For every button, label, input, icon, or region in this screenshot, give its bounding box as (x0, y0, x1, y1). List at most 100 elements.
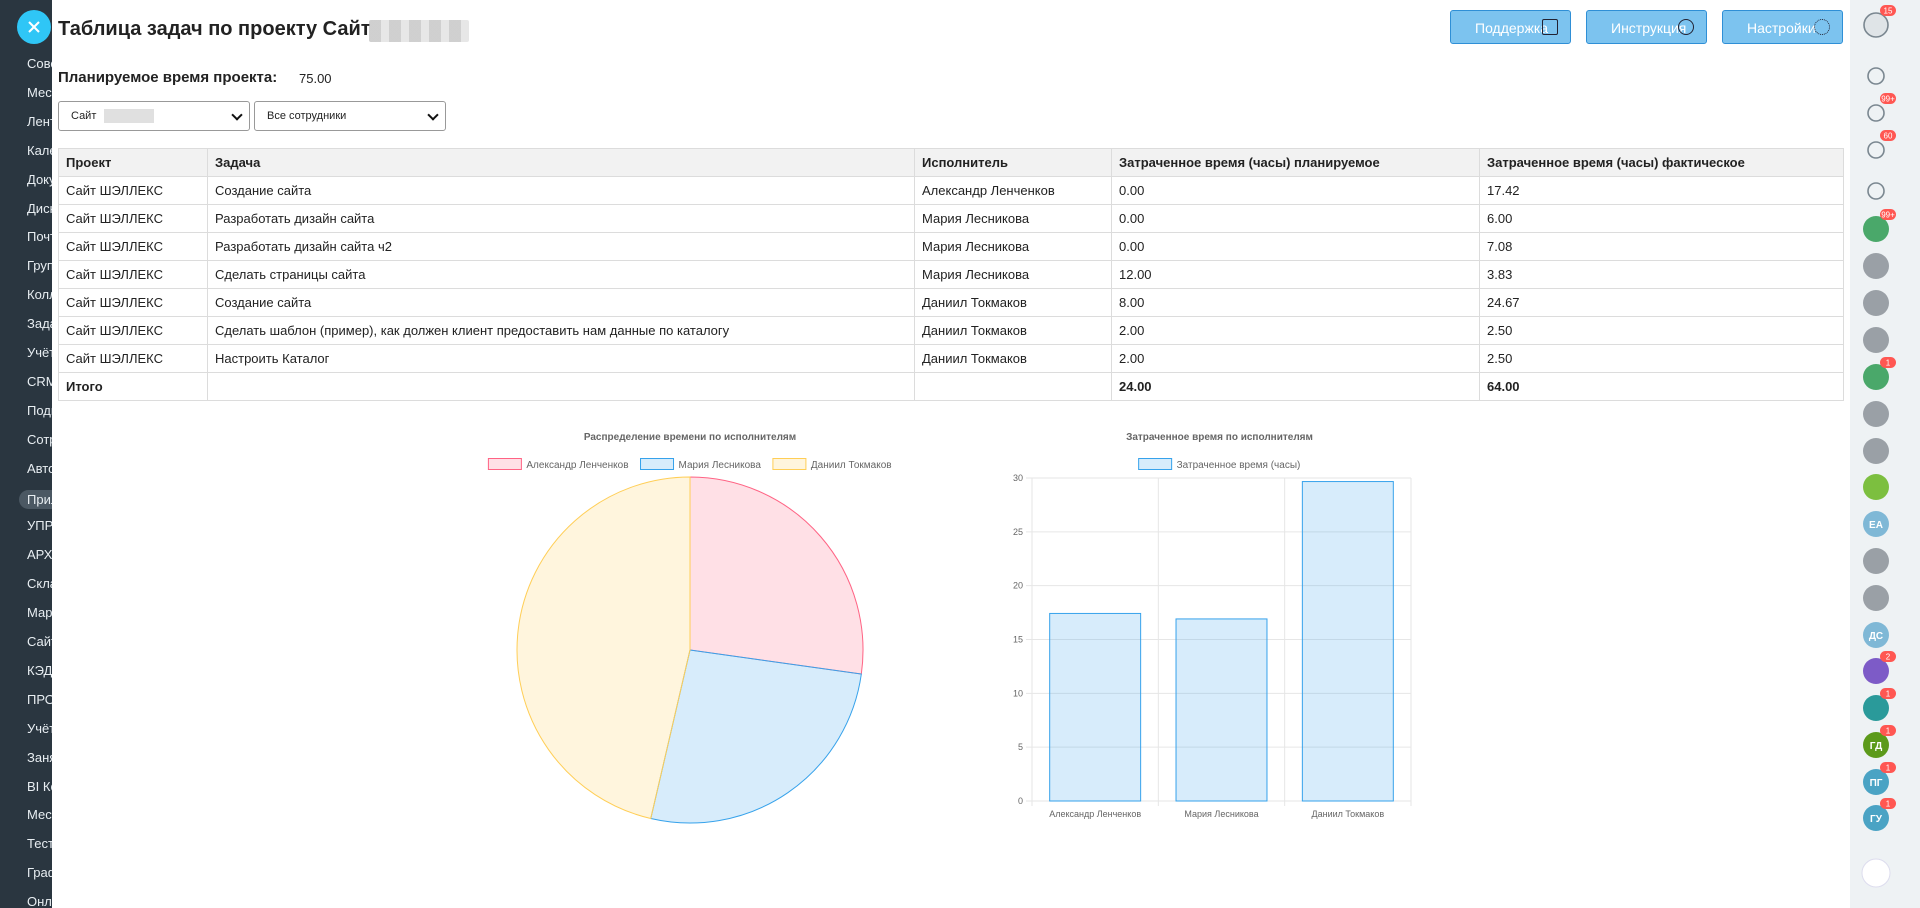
table-cell: Создание сайта (207, 288, 915, 317)
table-cell: Сайт ШЭЛЛЕКС (58, 288, 208, 317)
table-cell: 2.00 (1111, 344, 1480, 373)
avatar (1863, 327, 1889, 353)
instruction-button[interactable]: Инструкция (1586, 10, 1707, 44)
table-cell: Даниил Токмаков (914, 344, 1112, 373)
nav-item: Мар (27, 605, 52, 621)
settings-button[interactable]: Настройки (1722, 10, 1843, 44)
y-tick-label: 25 (1013, 527, 1023, 537)
button-label: Инструкция (1611, 20, 1687, 36)
nav-item: Лент (27, 113, 52, 129)
contact-initials: EA (1869, 520, 1883, 531)
y-tick-label: 10 (1013, 688, 1023, 698)
legend-label: Затраченное время (часы) (1177, 460, 1301, 471)
badge-text: 2 (1886, 653, 1891, 662)
total-row: Итого 24.00 64.00 (58, 372, 1844, 401)
badge-text: 1 (1886, 764, 1891, 773)
legend-swatch (640, 458, 675, 470)
menu-button (1861, 858, 1891, 888)
contact-avatar (1863, 511, 1889, 537)
select-text: Сайт (71, 110, 97, 122)
table-cell: 24.00 (1111, 372, 1480, 401)
legend-swatch (772, 458, 807, 470)
avatar (1863, 401, 1889, 427)
table-row: Сайт ШЭЛЛЕКС Сделать шаблон (пример), как… (58, 316, 1844, 345)
nav-item: Учёт (27, 345, 52, 360)
avatar (1863, 548, 1889, 574)
table-cell: 64.00 (1479, 372, 1844, 401)
column-header: Затраченное время (часы) планируемое (1111, 148, 1480, 177)
planned-label: Планируемое время проекта: (58, 69, 278, 86)
left-sidebar: Сове Мес Лент Кале Доку Диск Почт Груп Колл Зада У… (0, 0, 52, 908)
nav-item: Сотр (27, 431, 52, 447)
contact-avatar (1863, 769, 1889, 795)
column-header: Проект (58, 148, 208, 177)
help-icon (1863, 12, 1889, 38)
column-header: Исполнитель (914, 148, 1112, 177)
project-select[interactable]: Сайт (58, 101, 250, 131)
page-title: Таблица задач по проекту Сайт (58, 18, 371, 40)
table-cell: 24.67 (1479, 288, 1844, 317)
table-cell: Создание сайта (207, 176, 915, 205)
badge (1880, 5, 1896, 16)
table-cell: Сайт ШЭЛЛЕКС (58, 260, 208, 289)
button-label: Поддержка (1475, 20, 1549, 36)
nav-item: Заня (27, 749, 52, 765)
chart-title: Распределение времени по исполнителям (584, 432, 796, 443)
nav-item: Учёт (27, 720, 52, 736)
table-cell: Сайт ШЭЛЛЕКС (58, 344, 208, 373)
badge-text: 99+ (1881, 211, 1895, 220)
nav-item: Мест (27, 807, 52, 823)
button-icon (1542, 19, 1558, 35)
chat-icon (1867, 141, 1885, 159)
charts: Распределение времени по исполнителям Але… (487, 432, 1412, 824)
nav-item: Доку (27, 171, 52, 187)
column-header: Задача (207, 148, 915, 177)
legend-swatch (487, 458, 522, 470)
legend-label: Даниил Токмаков (811, 460, 892, 471)
copilot-icon (1867, 67, 1885, 85)
contact-avatar (1863, 622, 1889, 648)
left-controls (17, 10, 51, 44)
badge (1880, 762, 1896, 773)
legend-label: Александр Ленченков (526, 460, 628, 471)
badge (1880, 725, 1896, 736)
nav-item: АРХ (27, 547, 52, 563)
legend: Александр Ленченков Мария Лесникова Даниил… (487, 458, 892, 471)
right-sidebar: 15 99+ 60 99+ 1 EA ДС 2 1 ГД 1 ПГ 1 ГУ 1 (1850, 0, 1920, 908)
nav-item: КЭД (27, 662, 52, 678)
table-row: Сайт ШЭЛЛЕКС Разработать дизайн сайта ч2 М… (58, 232, 1844, 261)
table-cell: Сайт ШЭЛЛЕКС (58, 232, 208, 261)
employee-select[interactable]: Все сотрудники (254, 101, 446, 131)
pie-slice (516, 476, 691, 820)
avatar (1863, 253, 1889, 279)
table-cell: 2.00 (1111, 316, 1480, 345)
badge-text: 15 (1884, 7, 1893, 16)
chart-title: Затраченное время по исполнителям (1126, 432, 1313, 443)
x-tick-label: Даниил Токмаков (1312, 809, 1385, 819)
table-row: Сайт ШЭЛЛЕКС Создание сайта Александр Ленч… (58, 176, 1844, 205)
nav-item: Тест (27, 836, 52, 852)
nav-item: BI Ко (27, 778, 52, 794)
table-cell: 17.42 (1479, 176, 1844, 205)
nav-item: Мес (27, 84, 52, 100)
table-cell: Сайт ШЭЛЛЕКС (58, 176, 208, 205)
avatar (1863, 585, 1889, 611)
nav-item: Онла (27, 894, 52, 908)
nav-item: Прил (19, 489, 52, 509)
badge (1880, 651, 1896, 662)
x-tick-label: Мария Лесникова (1184, 809, 1258, 819)
contact-avatar (1863, 805, 1889, 831)
contact-avatar (1863, 364, 1889, 390)
planned-value: 75.00 (299, 71, 332, 86)
button-label: Настройки (1747, 20, 1816, 36)
main-panel: Таблица задач по проекту Сайт Поддержка … (52, 0, 1850, 908)
table-cell: 6.00 (1479, 204, 1844, 233)
contact-avatar (1863, 216, 1889, 242)
nav-item: Груп (27, 258, 52, 274)
support-button[interactable]: Поддержка (1450, 10, 1571, 44)
badge-text: 1 (1886, 359, 1891, 368)
nav-item: Зада (27, 316, 52, 332)
table-cell: Итого (58, 372, 208, 401)
